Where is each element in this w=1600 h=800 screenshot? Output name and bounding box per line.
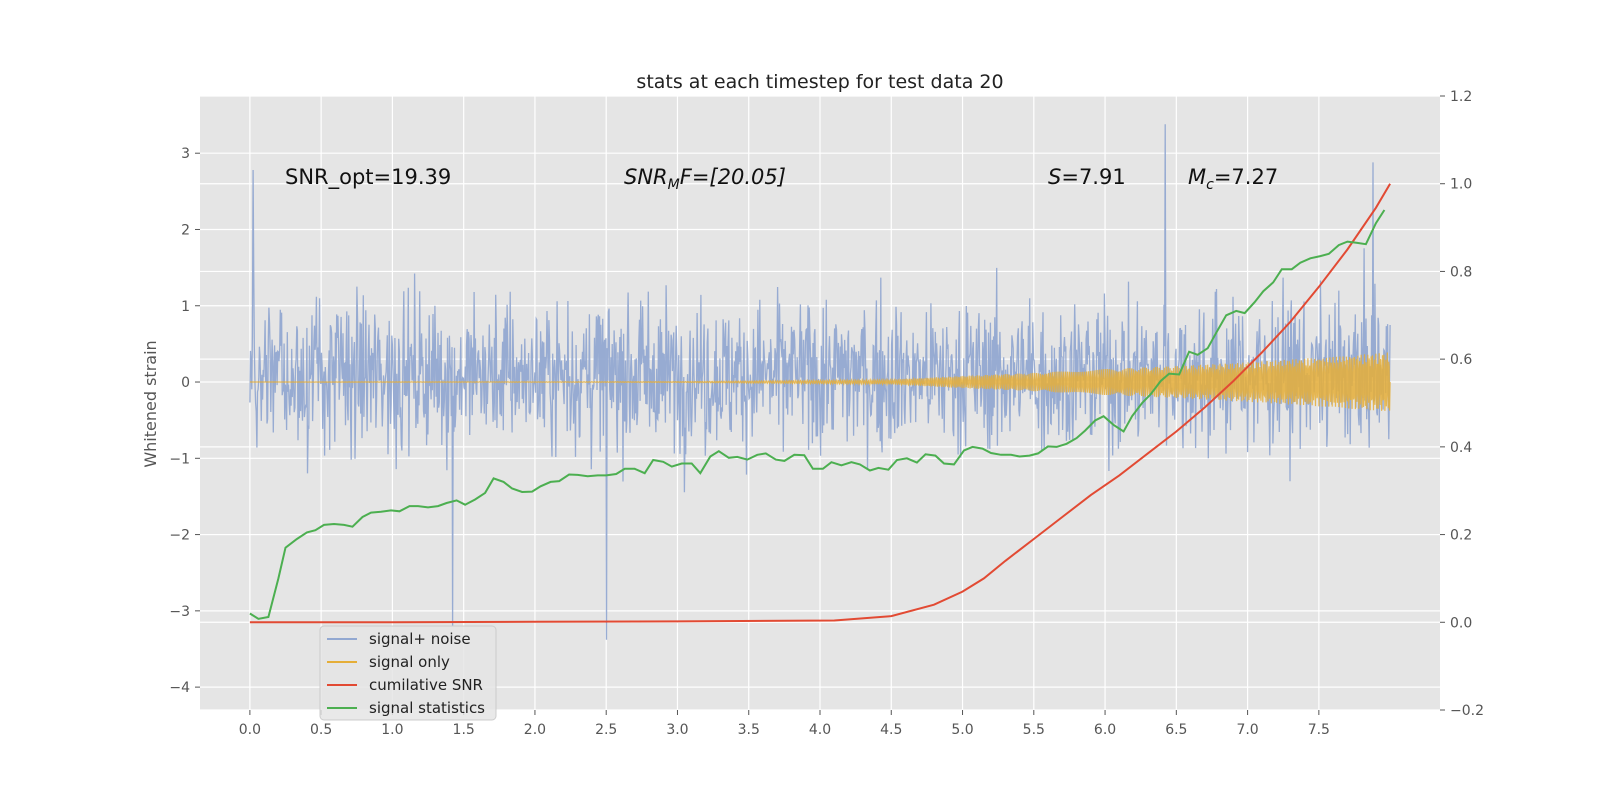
x-tick-label: 2.0 [524, 722, 546, 738]
y-axis-label: Whitened strain [141, 340, 160, 467]
y-tick-label: −4 [169, 680, 190, 696]
y2-tick-label: 1.2 [1450, 89, 1472, 105]
annotation-mc-sub: c [1206, 177, 1214, 193]
annotation-snr-mf-main: SNR [624, 165, 668, 189]
x-tick-label: 5.5 [1023, 722, 1045, 738]
annotation-mc-value: =7.27 [1214, 165, 1278, 189]
annotation-s-value: =7.91 [1061, 165, 1125, 189]
y-tick-label: 3 [181, 146, 190, 162]
annotation-s-symbol: S [1048, 165, 1061, 189]
annotation-snr-opt: SNR_opt=19.39 [285, 165, 451, 190]
y2-tick-label: 0.4 [1450, 440, 1472, 456]
x-tick-label: 7.0 [1236, 722, 1258, 738]
y2-tick-label: 0.6 [1450, 352, 1472, 368]
x-tick-label: 3.0 [666, 722, 688, 738]
y2-tick-label: 0.0 [1450, 615, 1472, 631]
x-tick-label: 1.5 [453, 722, 475, 738]
x-tick-label: 0.0 [239, 722, 261, 738]
legend-label-signal-noise: signal+ noise [369, 630, 471, 648]
x-tick-label: 4.5 [880, 722, 902, 738]
y-tick-label: 1 [181, 299, 190, 315]
y-tick-label: −3 [169, 604, 190, 620]
x-tick-label: 6.5 [1165, 722, 1187, 738]
y-tick-label: 0 [181, 375, 190, 391]
signal-only-series [249, 352, 1391, 411]
chart-title: stats at each timestep for test data 20 [636, 71, 1003, 93]
cumulative-snr-line [249, 183, 1391, 624]
legend-box [319, 625, 497, 721]
signal-only-line [249, 352, 1391, 411]
signal-statistics-line [249, 209, 1386, 620]
y-tick-label: −2 [169, 528, 190, 544]
legend: signal+ noise signal only cumilative SNR… [319, 625, 497, 721]
x-tick-label: 6.0 [1094, 722, 1116, 738]
x-tick-label: 4.0 [809, 722, 831, 738]
y-axis-ticks: 3 2 1 0 −1 −2 −3 −4 [169, 146, 200, 696]
y2-tick-label: 0.2 [1450, 528, 1472, 544]
x-tick-label: 7.5 [1308, 722, 1330, 738]
annotation-snr-mf: SNRMF=[20.05] [624, 165, 786, 193]
annotation-s: S=7.91 [1048, 165, 1126, 189]
annotation-snr-mf-rest: F=[20.05] [680, 165, 786, 189]
annotation-mc-symbol: M [1188, 165, 1206, 189]
legend-label-signal-only: signal only [369, 653, 450, 671]
x-tick-label: 0.5 [310, 722, 332, 738]
legend-label-cumulative-snr: cumilative SNR [369, 676, 483, 694]
x-tick-label: 5.0 [951, 722, 973, 738]
signal-statistics-series [249, 209, 1386, 620]
right-y-axis-ticks: 1.2 1.0 0.8 0.6 0.4 0.2 0.0 −0.2 [1440, 89, 1484, 719]
y2-tick-label: 1.0 [1450, 177, 1472, 193]
cumulative-snr-series [249, 183, 1391, 624]
y-tick-label: −1 [169, 451, 190, 467]
annotation-mc: Mc=7.27 [1188, 165, 1278, 193]
y2-tick-label: −0.2 [1450, 703, 1484, 719]
y-tick-label: 2 [181, 222, 190, 238]
x-tick-label: 2.5 [595, 722, 617, 738]
x-tick-label: 1.0 [381, 722, 403, 738]
x-tick-label: 3.5 [738, 722, 760, 738]
y2-tick-label: 0.8 [1450, 264, 1472, 280]
x-axis-ticks: 0.0 0.5 1.0 1.5 2.0 2.5 3.0 3.5 4.0 4.5 5.0 5.5 6.0 6… [239, 710, 1330, 738]
legend-label-signal-statistics: signal statistics [369, 699, 485, 717]
annotation-snr-mf-sub: M [668, 177, 680, 193]
